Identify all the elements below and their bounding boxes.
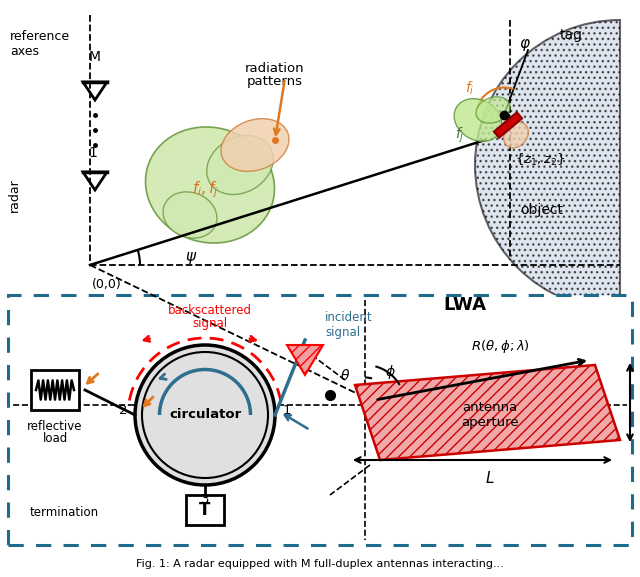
Text: $\phi$: $\phi$ xyxy=(385,363,396,381)
Wedge shape xyxy=(475,20,620,310)
Text: LWA: LWA xyxy=(444,296,486,314)
Text: $L$: $L$ xyxy=(485,470,495,486)
Text: backscattered: backscattered xyxy=(168,305,252,317)
Ellipse shape xyxy=(163,192,217,238)
Text: object: object xyxy=(520,203,563,217)
Text: termination: termination xyxy=(30,505,99,519)
Text: (0,0): (0,0) xyxy=(92,278,122,291)
Text: reflective: reflective xyxy=(28,420,83,433)
Text: patterns: patterns xyxy=(247,75,303,88)
Polygon shape xyxy=(494,113,522,138)
Text: 2: 2 xyxy=(118,403,127,417)
FancyBboxPatch shape xyxy=(31,370,79,410)
Polygon shape xyxy=(355,365,620,460)
Circle shape xyxy=(142,352,268,478)
Ellipse shape xyxy=(221,119,289,171)
Text: $\psi$: $\psi$ xyxy=(185,250,197,266)
Text: $f_j$: $f_j$ xyxy=(455,125,465,145)
Text: radiation: radiation xyxy=(245,62,305,75)
Text: $w$: $w$ xyxy=(638,395,640,410)
Text: $\{z_1, z_2\}$: $\{z_1, z_2\}$ xyxy=(515,152,566,168)
Ellipse shape xyxy=(504,122,529,148)
FancyBboxPatch shape xyxy=(8,295,632,545)
Text: 1: 1 xyxy=(283,403,291,417)
Text: antenna
aperture: antenna aperture xyxy=(461,401,519,429)
Text: axes: axes xyxy=(10,45,39,58)
Ellipse shape xyxy=(476,97,510,123)
Ellipse shape xyxy=(207,136,273,194)
Text: reference: reference xyxy=(10,30,70,43)
Text: tag: tag xyxy=(560,28,583,42)
Text: $\varphi$: $\varphi$ xyxy=(519,37,531,53)
Text: M: M xyxy=(89,50,101,64)
Text: $f_i$: $f_i$ xyxy=(465,79,475,97)
Text: $f_i, f_j$: $f_i, f_j$ xyxy=(191,179,218,200)
Text: 1: 1 xyxy=(88,146,97,160)
Polygon shape xyxy=(287,345,323,375)
Text: load: load xyxy=(42,432,68,445)
Circle shape xyxy=(135,345,275,485)
Text: circulator: circulator xyxy=(169,409,241,422)
Text: incident
signal: incident signal xyxy=(325,311,372,339)
Text: radar: radar xyxy=(8,178,21,212)
Ellipse shape xyxy=(145,127,275,243)
Ellipse shape xyxy=(454,99,502,141)
Text: Fig. 1: A radar equipped with M full-duplex antennas interacting...: Fig. 1: A radar equipped with M full-dup… xyxy=(136,559,504,569)
Text: 3: 3 xyxy=(201,493,209,506)
Text: $\theta$: $\theta$ xyxy=(340,368,350,383)
FancyBboxPatch shape xyxy=(186,495,224,525)
Text: $R(\theta,\phi;\lambda)$: $R(\theta,\phi;\lambda)$ xyxy=(470,338,529,355)
Text: signal: signal xyxy=(193,317,228,329)
Text: T: T xyxy=(199,501,211,519)
